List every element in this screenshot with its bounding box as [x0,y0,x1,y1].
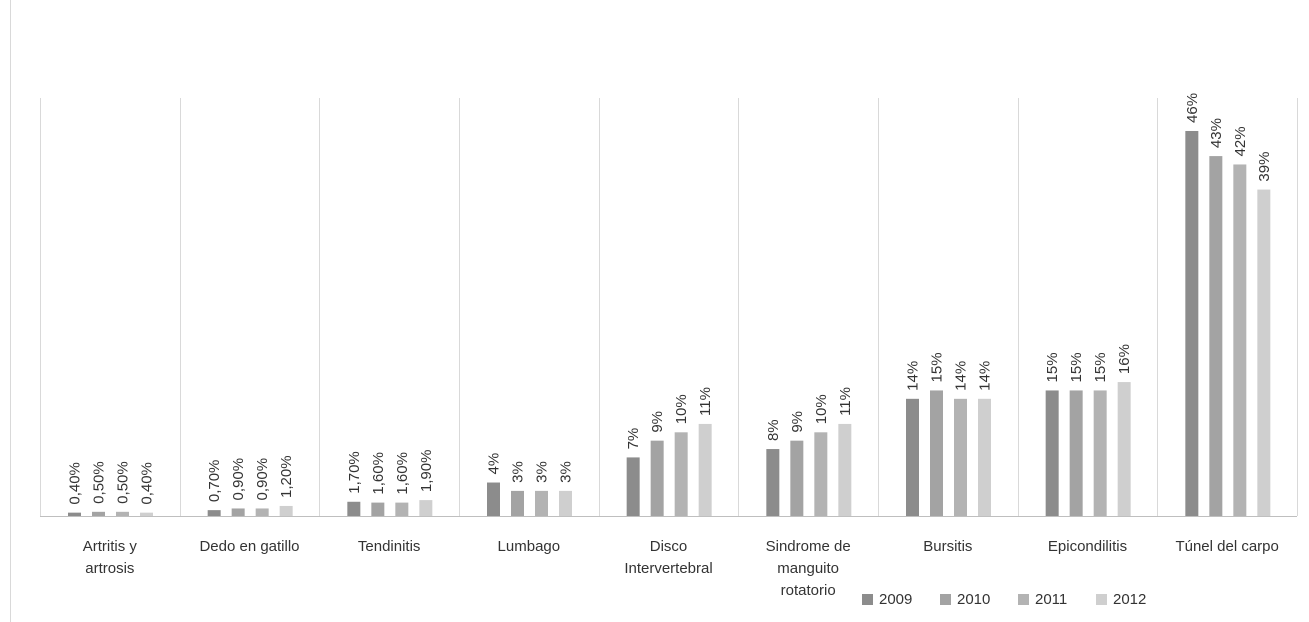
data-label: 10% [673,394,690,424]
bar-2011-8 [1233,164,1247,516]
bar-2009-7 [1045,390,1059,516]
bar-2012-6 [978,398,991,516]
bar-2012-0 [140,512,153,516]
frame-left-border [10,0,11,622]
data-label: 16% [1116,344,1133,374]
category-label: manguito [777,560,839,577]
bar-2011-2 [395,502,409,516]
data-label: 0,70% [206,460,223,503]
bar-2012-2 [419,500,433,516]
legend-label: 2012 [1113,591,1146,608]
bar-2009-4 [626,457,640,516]
bar-2012-5 [838,423,852,516]
data-label: 11% [697,387,714,416]
legend-swatch-2010 [940,594,951,605]
bar-2009-6 [906,398,919,516]
data-label: 1,60% [394,452,411,495]
bar-2011-5 [814,432,828,516]
data-label: 11% [837,387,854,416]
data-label: 15% [1044,352,1061,382]
data-label: 8% [765,419,782,441]
data-label: 3% [510,461,527,483]
bar-2011-1 [255,508,269,516]
bar-2010-8 [1209,156,1223,516]
data-label: 39% [1256,152,1273,182]
data-label: 15% [1092,352,1109,382]
data-label: 14% [953,361,970,391]
bar-2011-6 [954,398,967,516]
category-label: Lumbago [498,538,561,555]
bar-2010-7 [1069,390,1083,516]
bar-2010-4 [650,440,664,516]
data-label: 15% [1068,352,1085,382]
data-label: 4% [486,453,503,475]
bar-2010-2 [371,502,385,516]
data-label: 43% [1208,118,1225,148]
bar-2012-8 [1257,189,1271,516]
data-label: 0,90% [230,458,247,501]
data-label: 9% [789,411,806,433]
bar-2010-1 [231,508,245,516]
legend-label: 2009 [879,591,912,608]
data-label: 9% [649,411,666,433]
category-label: artrosis [85,560,134,577]
category-label: rotatorio [781,582,836,599]
bar-2010-5 [790,440,804,516]
category-label: Disco [650,538,688,555]
bar-2009-8 [1185,130,1199,517]
data-label: 15% [929,352,946,382]
category-label: Sindrome de [766,538,851,555]
bar-2011-3 [535,490,548,516]
legend-label: 2010 [957,591,990,608]
data-label: 14% [977,361,994,391]
data-label: 3% [534,461,551,483]
legend-label: 2011 [1035,591,1067,608]
bar-2009-5 [766,449,780,516]
bar-2012-1 [279,505,293,516]
data-label: 0,50% [91,461,108,504]
data-label: 0,50% [115,461,132,504]
legend-swatch-2011 [1018,594,1029,605]
data-label: 1,20% [278,455,295,498]
bar-2010-0 [92,511,105,516]
category-label: Dedo en gatillo [199,538,299,555]
data-label: 1,60% [370,452,387,495]
bar-2011-7 [1093,390,1107,516]
bar-2011-0 [116,511,129,516]
category-label: Túnel del carpo [1175,538,1278,555]
data-label: 14% [905,361,922,391]
bar-2012-7 [1117,382,1131,516]
category-label: Intervertebral [624,560,712,577]
data-label: 10% [813,394,830,424]
bar-2009-2 [347,501,361,516]
data-label: 0,40% [67,462,84,505]
bar-2010-3 [511,490,524,516]
category-label: Epicondilitis [1048,538,1127,555]
legend-swatch-2009 [862,594,873,605]
data-label: 46% [1184,93,1201,123]
category-label: Artritis y [83,538,138,555]
data-label: 0,90% [254,458,271,501]
bar-2011-4 [674,432,688,516]
bar-2009-3 [487,482,500,516]
data-label: 7% [625,428,642,450]
bar-2012-3 [559,490,572,516]
category-label: Tendinitis [358,538,421,555]
category-label: Bursitis [923,538,972,555]
data-label: 0,40% [139,462,156,505]
data-label: 3% [558,461,575,483]
data-label: 1,70% [346,451,363,494]
bar-2012-4 [698,423,712,516]
data-label: 42% [1232,126,1249,156]
bar-2010-6 [930,390,943,516]
data-label: 1,90% [418,450,435,493]
legend-swatch-2012 [1096,594,1107,605]
bar-2009-1 [207,510,221,516]
bar-2009-0 [68,512,81,516]
